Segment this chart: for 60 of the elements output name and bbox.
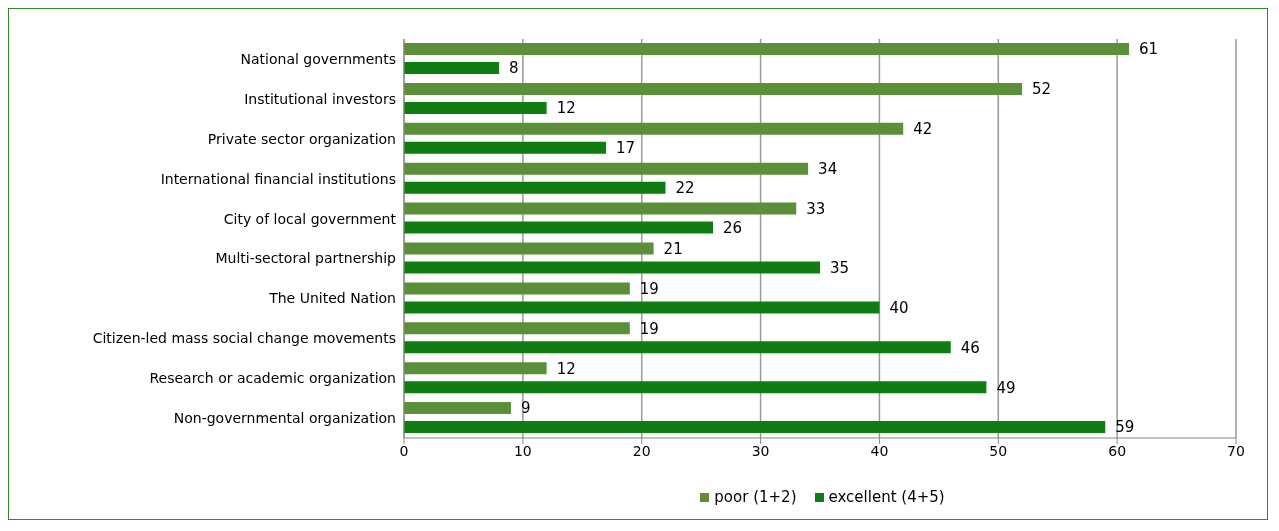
y-tick-label: International financial institutions [160,170,396,187]
data-label: 61 [1139,40,1159,59]
legend-label: excellent (4+5) [828,488,945,506]
bar [404,221,714,234]
data-label: 19 [639,319,659,338]
x-tick-label: 60 [1108,442,1127,459]
y-tick-label: The United Nation [268,290,396,307]
bar [404,421,1106,434]
data-label: 59 [1115,418,1135,437]
data-label: 42 [913,120,933,139]
x-tick-label: 40 [870,442,889,459]
data-label: 8 [509,59,519,78]
bar [404,362,547,375]
bar [404,122,904,135]
x-tick-label: 50 [989,442,1008,459]
data-label: 12 [556,99,576,118]
data-label: 22 [675,179,695,198]
y-tick-label: Non-governmental organization [173,410,396,427]
data-label: 26 [723,218,743,237]
data-label: 33 [806,199,826,218]
bar [404,162,809,175]
y-tick-label: Research or academic organization [149,370,396,387]
bar [404,181,666,194]
data-label: 52 [1032,80,1052,99]
x-tick-label: 70 [1227,442,1245,459]
bar [404,402,511,415]
x-tick-label: 0 [399,442,409,459]
data-label: 49 [996,378,1016,397]
data-label: 21 [663,239,683,258]
bar [404,141,607,154]
data-label: 46 [960,338,980,357]
bar [404,202,797,215]
data-label: 9 [520,399,531,418]
y-tick-label: Institutional investors [244,90,396,107]
y-tick-label: City of local government [223,210,397,227]
y-tick-label: Multi-sectoral partnership [215,250,397,267]
bar [404,82,1023,95]
bar [404,322,630,335]
bar [404,381,987,394]
data-label: 12 [556,359,576,378]
data-label: 35 [830,258,850,277]
data-label: 19 [639,279,659,298]
y-tick-label: National governments [240,50,396,67]
y-tick-label: Private sector organization [207,130,396,147]
x-tick-label: 10 [513,442,532,459]
bar [404,282,630,295]
data-label: 34 [818,160,838,179]
bar [404,101,547,114]
data-label: 40 [889,298,909,317]
bar [404,242,654,255]
y-tick-label: Citizen-led mass social change movements [92,330,396,347]
bar [404,43,1130,55]
x-tick-label: 20 [632,442,651,459]
legend-label: poor (1+2) [714,488,797,506]
bar [404,341,951,354]
x-tick-label: 30 [751,442,770,459]
bar [404,301,880,314]
bar [404,62,500,74]
data-label: 17 [616,139,636,158]
bar [404,261,820,274]
